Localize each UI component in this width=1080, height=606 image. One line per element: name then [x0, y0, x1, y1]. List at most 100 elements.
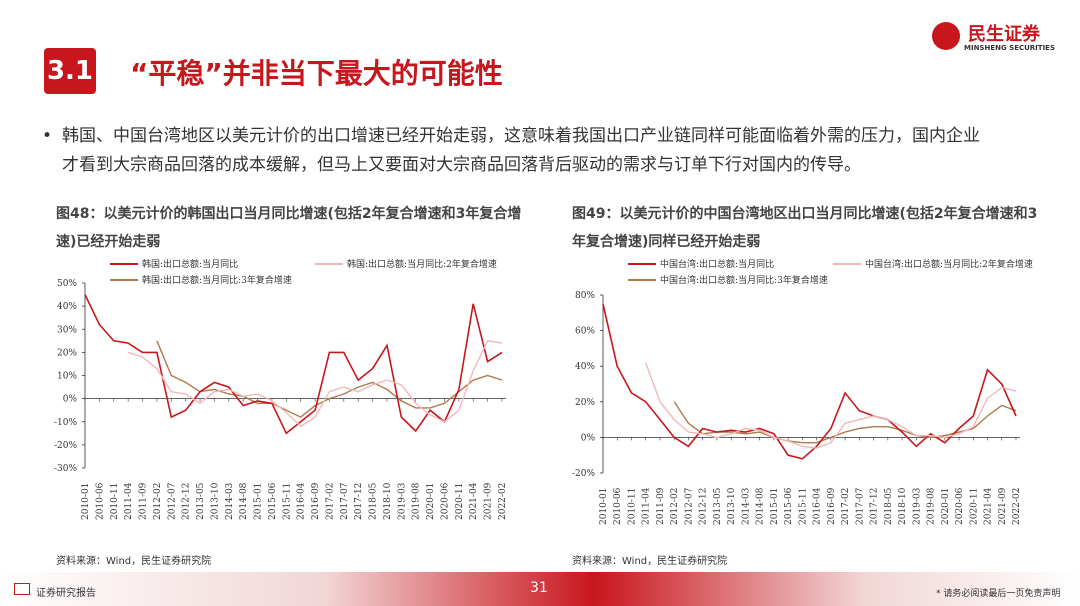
footer-icon: [14, 583, 30, 595]
bullet: • 韩国、中国台湾地区以美元计价的出口增速已经开始走弱，这意味着我国出口产业链同…: [42, 122, 1052, 180]
x-tick-label: 2020-11: [455, 483, 465, 520]
x-tick-label: 2018-10: [383, 482, 393, 520]
legend-label: 中国台湾:出口总额:当月同比: [660, 258, 774, 270]
series-line: [84, 294, 503, 435]
x-tick-label: 2010-01: [599, 488, 609, 525]
x-tick-label: 2017-07: [855, 487, 865, 525]
x-tick-label: 2011-09: [656, 487, 666, 525]
x-tick-label: 2012-12: [182, 483, 192, 520]
bullet-marker: •: [42, 126, 53, 146]
y-tick-label: 30%: [57, 325, 77, 335]
x-tick-label: 2013-10: [210, 482, 220, 520]
series-line: [602, 303, 1017, 460]
x-tick-label: 2014-08: [239, 482, 249, 520]
x-tick-label: 2019-03: [912, 487, 922, 525]
slide-title: “平稳”并非当下最大的可能性: [130, 57, 503, 90]
x-tick-label: 2020-01: [941, 488, 951, 525]
y-tick-label: 0%: [63, 395, 78, 405]
x-tick-label: 2016-09: [827, 487, 837, 525]
x-tick-label: 2012-07: [167, 482, 177, 520]
series-line: [673, 401, 1017, 444]
series-line: [127, 340, 503, 428]
x-tick-label: 2017-02: [325, 483, 335, 520]
x-tick-label: 2012-02: [670, 488, 680, 525]
x-tick-label: 2016-04: [297, 482, 307, 520]
y-tick-label: 50%: [57, 279, 77, 289]
chart: -30% -20% -10% 0% 10% 20% 30% 40% 50% 2010-01 2010…: [54, 258, 508, 520]
chart-title: 图49：以美元计价的中国台湾地区出口当月同比增速(包括2年复合增速和3年复合增速…: [572, 206, 1038, 250]
x-tick-label: 2010-01: [81, 483, 91, 520]
x-tick-label: 2014-08: [756, 487, 766, 525]
y-tick-label: -30%: [54, 464, 77, 474]
legend-label: 韩国:出口总额:当月同比:2年复合增速: [347, 258, 497, 270]
x-tick-label: 2014-03: [225, 482, 235, 520]
x-tick-label: 2015-06: [268, 482, 278, 520]
x-tick-label: 2017-07: [340, 482, 350, 520]
y-tick-label: 10%: [57, 372, 77, 382]
x-tick-label: 2012-12: [699, 488, 709, 525]
page-number: 31: [530, 580, 548, 596]
x-tick-label: 2012-02: [153, 483, 163, 520]
legend-label: 韩国:出口总额:当月同比:3年复合增速: [142, 274, 292, 286]
bullet-line: 才看到大宗商品回落的成本缓解，但马上又要面对大宗商品回落背后驱动的需求与订单下行…: [62, 155, 861, 175]
x-tick-label: 2020-11: [969, 488, 979, 525]
x-tick-label: 2013-05: [196, 482, 206, 520]
source: 资料来源：Wind，民生证券研究院: [572, 556, 728, 567]
x-tick-label: 2015-11: [282, 483, 292, 520]
y-tick-label: 20%: [575, 398, 595, 408]
x-tick-label: 2017-02: [841, 488, 851, 525]
x-tick-label: 2021-04: [469, 482, 479, 520]
y-tick-label: -20%: [54, 441, 77, 451]
legend-label: 中国台湾:出口总额:当月同比:3年复合增速: [660, 274, 828, 286]
x-tick-label: 2020-06: [955, 487, 965, 525]
x-tick-label: 2014-03: [741, 487, 751, 525]
footer-left: 证券研究报告: [36, 588, 96, 599]
series-line: [156, 340, 503, 418]
x-tick-label: 2017-12: [354, 483, 364, 520]
series-line: [645, 362, 1017, 449]
x-tick-label: 2018-10: [898, 487, 908, 525]
x-tick-label: 2018-05: [369, 482, 379, 520]
section-badge: 3.1: [44, 48, 96, 94]
x-tick-label: 2012-07: [684, 487, 694, 525]
x-tick-label: 2022-02: [498, 483, 508, 520]
y-tick-label: -10%: [54, 418, 77, 428]
x-tick-label: 2015-01: [254, 483, 264, 520]
x-tick-label: 2011-04: [124, 482, 134, 520]
footer-bar: [0, 572, 1080, 606]
logo-icon: [932, 22, 960, 50]
y-tick-label: 20%: [57, 348, 77, 358]
x-tick-label: 2011-04: [642, 487, 652, 525]
y-tick-label: 80%: [575, 291, 595, 301]
x-tick-label: 2022-02: [1012, 488, 1022, 525]
x-tick-label: 2021-09: [998, 487, 1008, 525]
y-tick-label: 0%: [581, 433, 596, 443]
y-tick-label: 40%: [575, 362, 595, 372]
logo-subname: MINSHENG SECURITIES: [964, 44, 1055, 52]
x-tick-label: 2019-08: [412, 482, 422, 520]
x-tick-label: 2010-06: [95, 482, 105, 520]
source: 资料来源：Wind，民生证券研究院: [56, 556, 212, 567]
chart: -20% 0% 20% 40% 60% 80% 2010-01 2010-06 2010-11 2…: [572, 258, 1033, 525]
disclaimer: * 请务必阅读最后一页免责声明: [936, 589, 1061, 599]
y-tick-label: 60%: [575, 327, 595, 337]
x-tick-label: 2020-06: [440, 482, 450, 520]
x-tick-label: 2013-05: [713, 487, 723, 525]
x-tick-label: 2017-12: [870, 488, 880, 525]
y-tick-label: -20%: [572, 469, 595, 479]
x-tick-label: 2011-09: [139, 482, 149, 520]
x-tick-label: 2015-11: [798, 488, 808, 525]
x-tick-label: 2019-03: [397, 482, 407, 520]
legend-label: 韩国:出口总额:当月同比: [142, 258, 238, 270]
x-tick-label: 2019-08: [927, 487, 937, 525]
y-tick-label: 40%: [57, 302, 77, 312]
chart-title: 图48：以美元计价的韩国出口当月同比增速(包括2年复合增速和3年复合增速)已经开…: [56, 206, 522, 250]
legend-label: 中国台湾:出口总额:当月同比:2年复合增速: [865, 258, 1033, 270]
x-tick-label: 2015-01: [770, 488, 780, 525]
x-tick-label: 2010-06: [613, 487, 623, 525]
x-tick-label: 2010-11: [110, 483, 120, 520]
x-tick-label: 2015-06: [784, 487, 794, 525]
x-tick-label: 2013-10: [727, 487, 737, 525]
x-tick-label: 2016-04: [813, 487, 823, 525]
